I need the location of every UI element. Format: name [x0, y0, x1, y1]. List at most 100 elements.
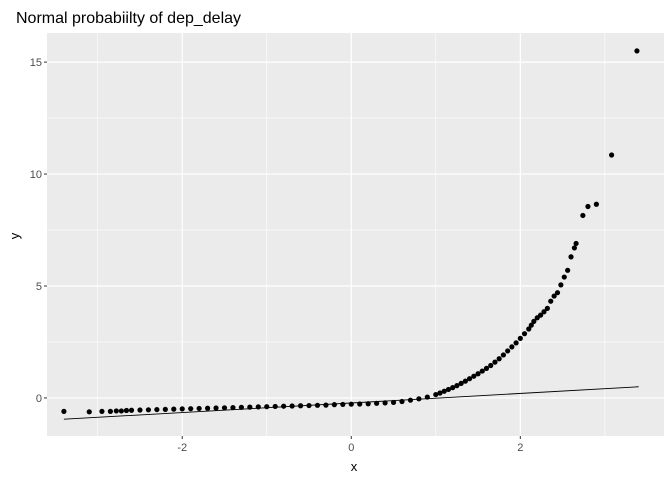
data-point: [441, 388, 447, 394]
data-point: [558, 282, 564, 288]
data-point: [137, 407, 143, 413]
data-point: [462, 378, 468, 384]
x-tick-label: -2: [177, 442, 187, 454]
y-axis: 0 5 10 15: [30, 57, 47, 405]
data-point: [340, 401, 346, 408]
data-point: [86, 409, 92, 415]
data-point: [445, 386, 452, 393]
data-point: [467, 376, 473, 382]
data-point: [593, 201, 599, 207]
x-tick-label: 2: [517, 442, 523, 454]
data-point: [357, 401, 363, 407]
y-tick-label: 15: [30, 57, 42, 69]
data-point: [107, 408, 113, 414]
data-point: [528, 322, 534, 328]
data-point: [272, 403, 278, 410]
data-point: [424, 394, 430, 400]
data-point: [179, 406, 185, 412]
data-point: [145, 407, 152, 413]
data-point: [541, 309, 547, 315]
data-point: [171, 406, 177, 412]
data-point: [331, 402, 337, 408]
data-point: [99, 408, 105, 414]
data-point: [306, 402, 312, 409]
data-point: [585, 203, 591, 210]
data-point: [128, 407, 135, 413]
data-point: [390, 399, 397, 406]
data-point: [513, 340, 519, 346]
data-point: [492, 359, 498, 365]
data-point: [61, 408, 67, 414]
y-axis-title: y: [7, 232, 22, 239]
data-point: [496, 356, 502, 362]
data-point: [221, 405, 228, 411]
y-tick-label: 5: [36, 281, 42, 293]
data-point: [551, 293, 557, 299]
data-point: [500, 352, 507, 358]
data-point: [264, 404, 270, 410]
y-tick-label: 0: [36, 393, 42, 405]
data-point: [634, 48, 640, 54]
data-point: [289, 403, 295, 409]
data-point: [509, 344, 515, 350]
data-point: [297, 403, 304, 409]
data-point: [196, 405, 202, 412]
data-point: [488, 362, 494, 369]
data-point: [531, 318, 537, 324]
x-tick-label: 0: [348, 442, 354, 454]
data-point: [571, 245, 578, 251]
data-point: [568, 254, 574, 260]
data-point: [458, 380, 464, 386]
data-point: [162, 406, 168, 412]
data-point: [538, 312, 544, 318]
data-point: [565, 267, 571, 273]
data-point: [323, 402, 329, 408]
data-point: [281, 403, 287, 409]
data-point: [475, 371, 481, 377]
data-point: [580, 212, 586, 219]
data-point: [399, 398, 405, 405]
data-point: [382, 400, 388, 406]
data-point: [123, 407, 130, 414]
data-point: [517, 335, 523, 341]
data-point: [433, 391, 439, 398]
data-point: [314, 402, 321, 408]
data-points: [61, 48, 640, 415]
data-point: [505, 348, 511, 354]
data-point: [521, 331, 528, 337]
data-point: [407, 397, 414, 403]
chart-title: Normal probabiilty of dep_delay: [16, 10, 241, 27]
data-point: [255, 404, 261, 410]
data-point: [454, 383, 460, 389]
data-point: [544, 305, 550, 311]
data-point: [548, 298, 554, 304]
data-point: [188, 406, 194, 412]
data-point: [554, 290, 561, 296]
data-point: [526, 326, 532, 332]
data-point: [230, 404, 236, 411]
plot-panel: [47, 33, 664, 436]
data-point: [437, 390, 443, 396]
data-point: [483, 365, 490, 371]
data-point: [471, 373, 477, 379]
data-point: [154, 406, 160, 413]
data-point: [416, 396, 422, 402]
data-point: [561, 274, 567, 280]
data-point: [573, 240, 579, 247]
data-point: [608, 152, 615, 158]
grid-lines: [47, 33, 664, 436]
data-point: [450, 385, 456, 391]
data-point: [113, 408, 119, 414]
data-point: [118, 408, 124, 414]
x-axis: -2 0 2: [177, 436, 523, 454]
data-point: [365, 401, 371, 407]
y-tick-label: 10: [30, 169, 42, 181]
data-point: [479, 368, 485, 374]
data-point: [204, 405, 211, 411]
data-point: [348, 401, 354, 407]
data-point: [247, 404, 253, 410]
data-point: [213, 405, 219, 411]
data-point: [374, 400, 380, 406]
data-point: [238, 404, 244, 410]
